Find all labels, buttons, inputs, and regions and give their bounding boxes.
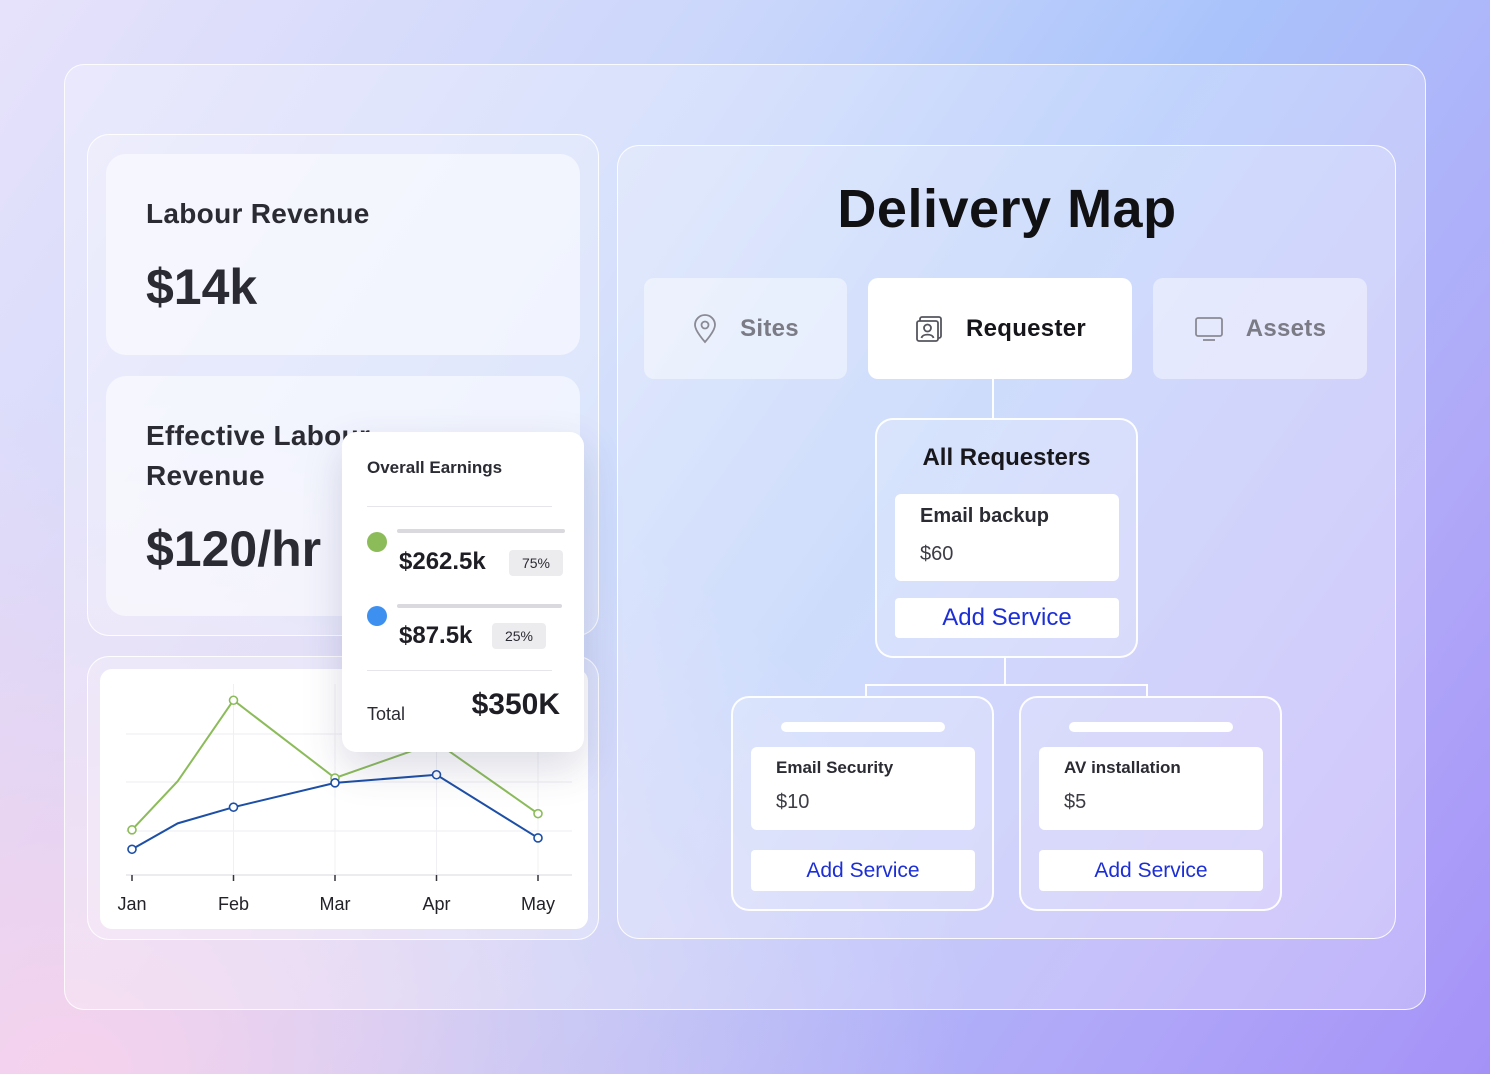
delivery-map-title: Delivery Map [837, 179, 1177, 239]
series-point-0 [127, 825, 137, 835]
x-tick-label: Mar [320, 894, 351, 914]
blue-series-bar [397, 604, 562, 608]
series-point-1 [127, 844, 137, 855]
monitor-icon [1194, 315, 1224, 343]
add-service-button[interactable]: Add Service [1039, 850, 1263, 891]
tab-sites[interactable]: Sites [644, 278, 847, 379]
placeholder-bar [781, 722, 945, 732]
green-series-bar [397, 529, 565, 533]
popup-divider-bottom [367, 670, 552, 671]
contact-card-icon [914, 314, 944, 344]
service-price: $10 [776, 791, 810, 813]
popup-divider [367, 506, 552, 507]
labour-revenue-title: Labour Revenue [146, 198, 370, 229]
add-service-button[interactable]: Add Service [751, 850, 975, 891]
location-pin-icon [692, 313, 718, 344]
x-tick-label: May [521, 894, 555, 914]
title-line-2: Revenue [146, 460, 265, 491]
tab-assets[interactable]: Assets [1153, 278, 1367, 379]
tab-requester-label: Requester [965, 314, 1087, 342]
x-tick-label: Apr [422, 894, 450, 914]
total-value: $350K [471, 688, 560, 721]
green-series-amount: $262.5k [399, 548, 486, 575]
tab-requester[interactable]: Requester [868, 278, 1132, 379]
child-node-email-security: Email Security $10 Add Service [731, 696, 994, 911]
series-line-1 [131, 773, 539, 851]
service-card-email-backup[interactable]: Email backup $60 [895, 494, 1119, 581]
service-price: $60 [920, 543, 954, 565]
series-point-1 [330, 778, 340, 788]
series-point-0 [533, 808, 543, 819]
series-point-0 [228, 695, 239, 706]
series-point-1 [533, 833, 543, 843]
all-requesters-title: All Requesters [922, 444, 1091, 471]
green-series-percent-badge: 75% [509, 550, 563, 576]
labour-revenue-value: $14k [146, 259, 258, 315]
green-series-dot [367, 532, 387, 552]
blue-series-dot [367, 606, 387, 626]
x-tick-label: Feb [218, 894, 249, 914]
effective-labour-revenue-title: Effective Labour Revenue [146, 416, 370, 496]
placeholder-bar [1069, 722, 1233, 732]
child-node-av-installation: AV installation $5 Add Service [1019, 696, 1282, 911]
connector-tab-to-root [992, 379, 994, 419]
connector-root-down [1004, 657, 1006, 685]
service-name: AV installation [1064, 758, 1181, 777]
effective-labour-revenue-value: $120/hr [146, 521, 322, 577]
add-service-button[interactable]: Add Service [895, 598, 1119, 638]
title-line-1: Effective Labour [146, 420, 371, 451]
total-label: Total [367, 704, 406, 724]
x-tick-label: Jan [117, 894, 146, 914]
series-point-1 [431, 769, 442, 780]
overall-earnings-popup: Overall Earnings $262.5k 75% $87.5k 25% … [342, 432, 584, 752]
series-line-0 [131, 698, 539, 831]
line-chart-svg: Jan Feb Mar Apr May [117, 684, 572, 914]
blue-series-amount: $87.5k [399, 622, 473, 649]
service-name: Email Security [776, 758, 894, 777]
series-point-1 [228, 802, 239, 812]
all-requesters-node: All Requesters Email backup $60 Add Serv… [875, 418, 1138, 658]
labour-revenue-card: Labour Revenue $14k [106, 154, 580, 355]
service-card-email-security[interactable]: Email Security $10 [751, 747, 975, 830]
blue-series-percent-badge: 25% [492, 623, 546, 649]
popup-title: Overall Earnings [367, 458, 503, 477]
service-price: $5 [1064, 791, 1087, 813]
service-name: Email backup [920, 505, 1049, 527]
connector-horizontal [865, 684, 1148, 686]
tab-sites-label: Sites [740, 314, 799, 342]
connector-left-child [865, 684, 867, 697]
service-card-av-installation[interactable]: AV installation $5 [1039, 747, 1263, 830]
tab-assets-label: Assets [1245, 314, 1327, 342]
connector-right-child [1146, 684, 1148, 697]
